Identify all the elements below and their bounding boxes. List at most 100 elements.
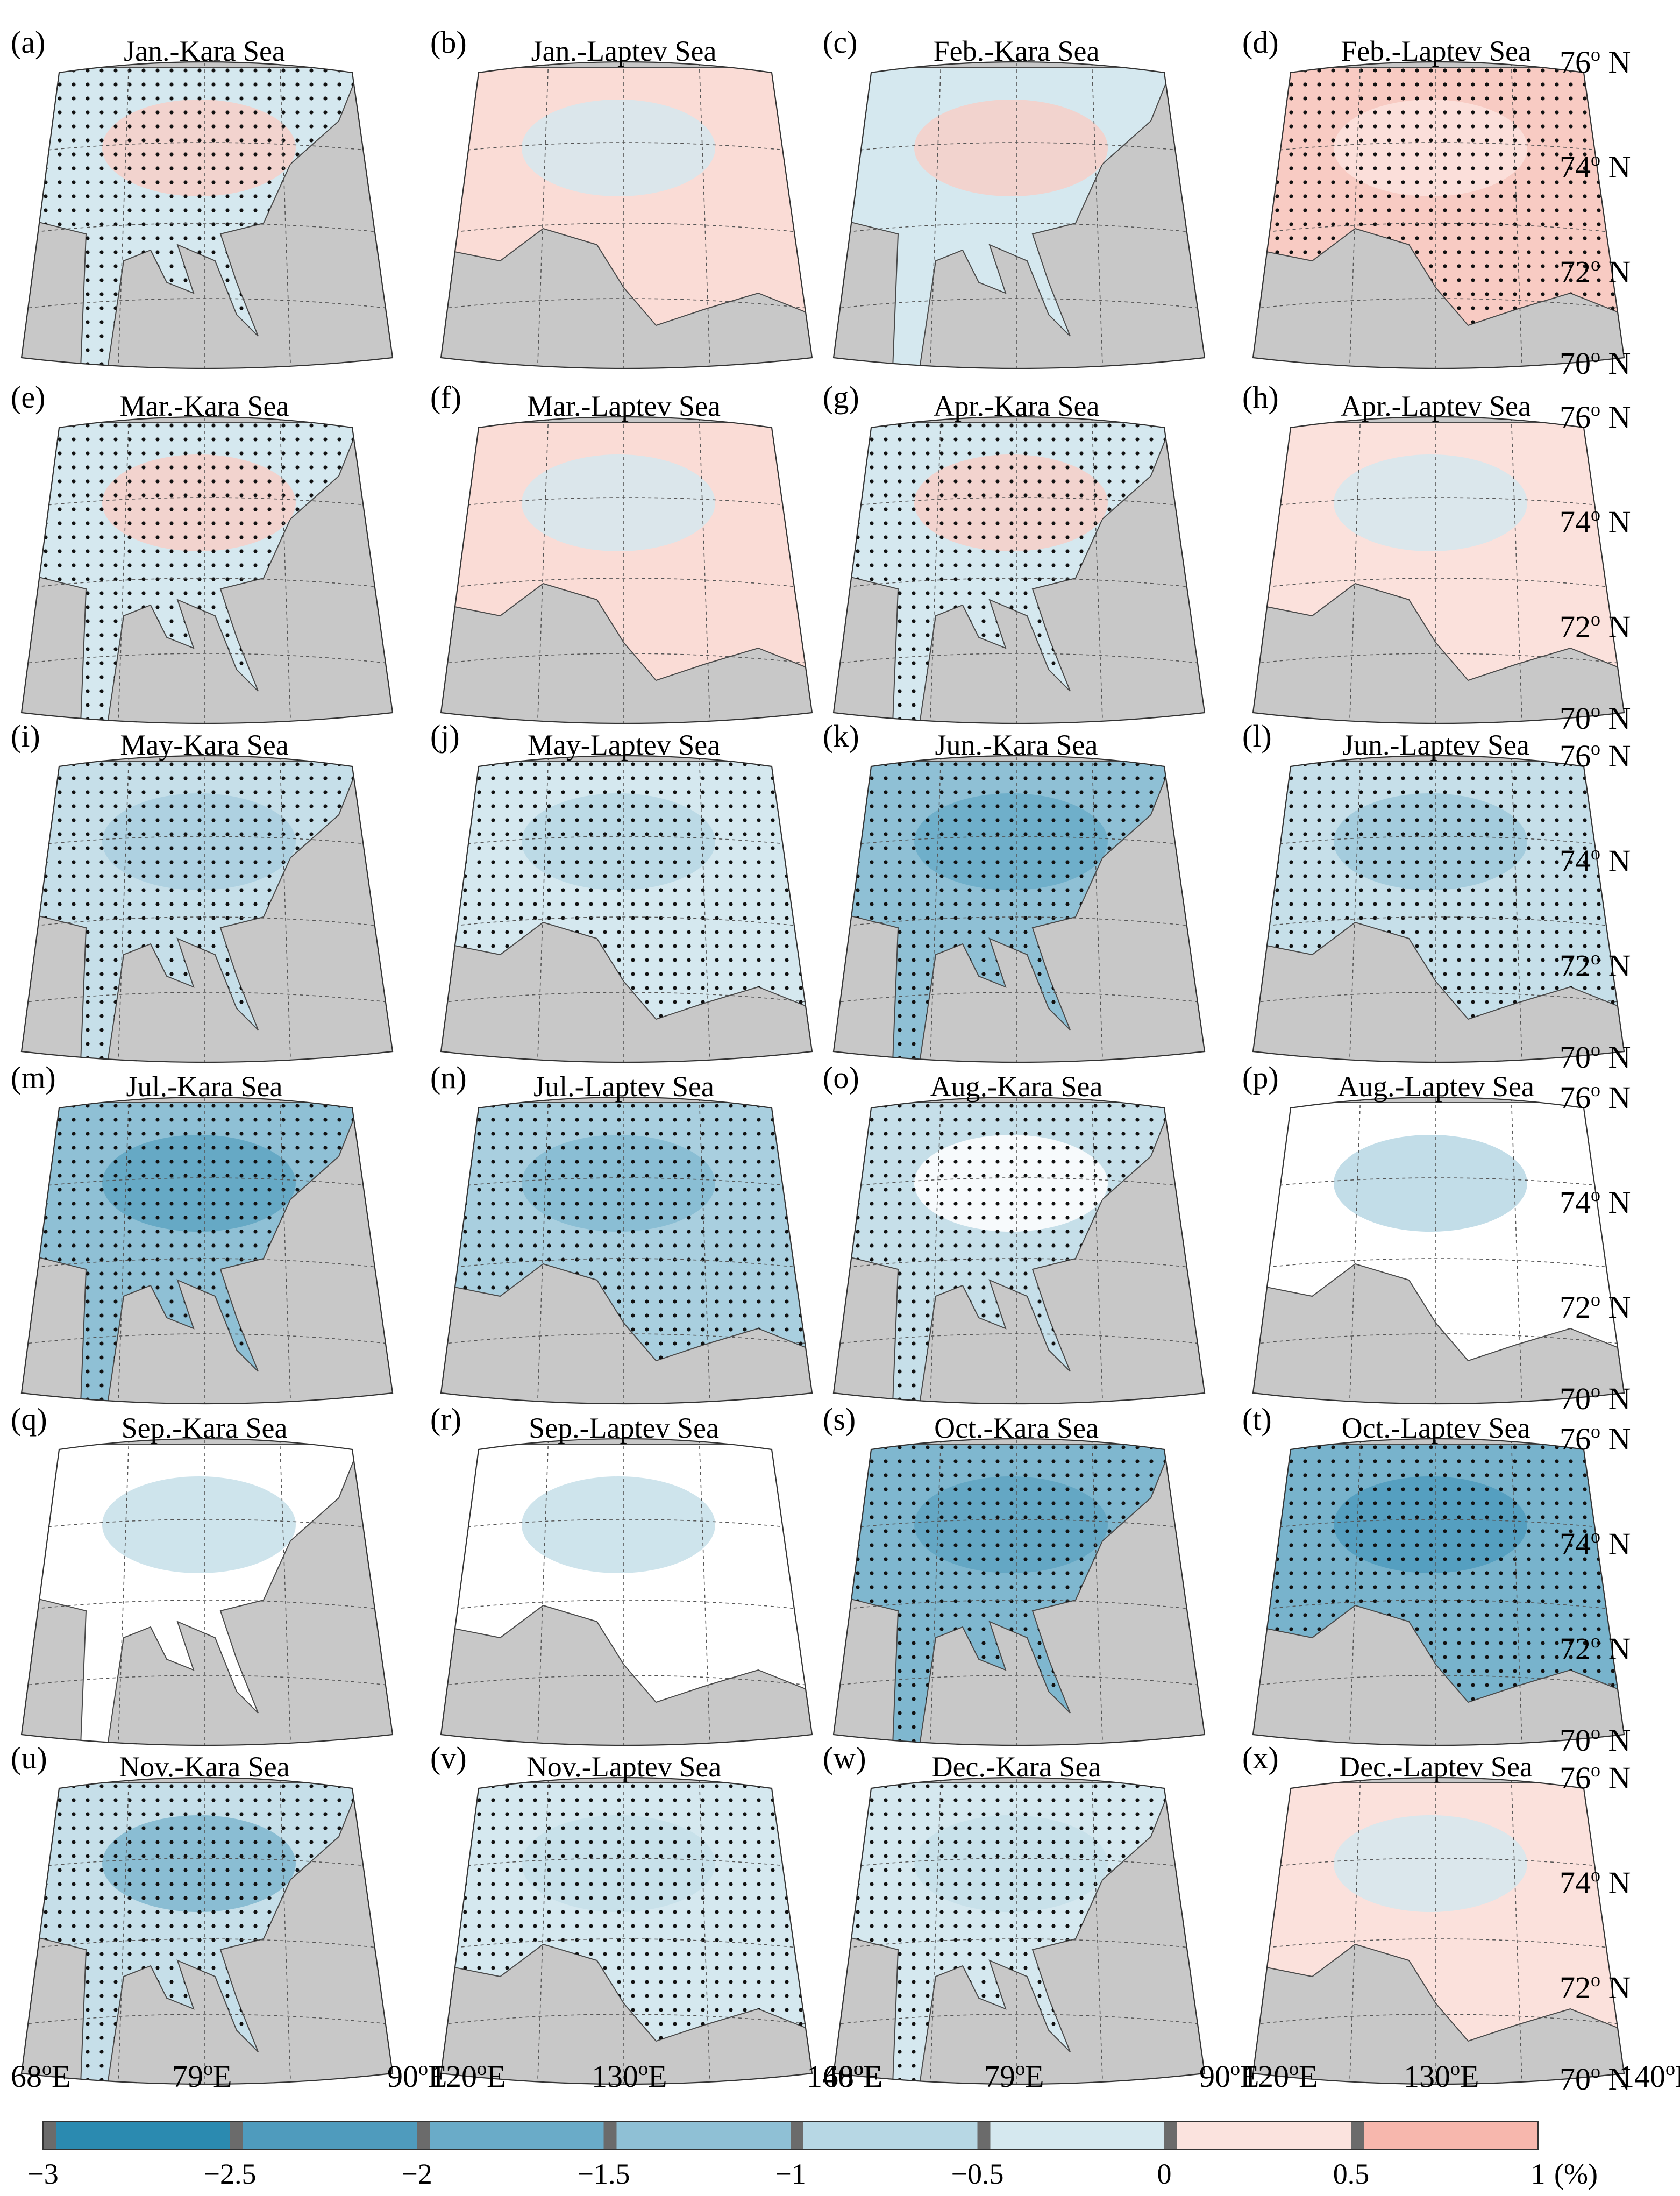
latitude-gridline <box>22 1258 393 1270</box>
map-panel: (u) Nov.-Kara Sea <box>11 1740 394 2085</box>
longitude-label: 79oE <box>172 2058 232 2094</box>
latitude-gridline <box>834 1858 1205 1870</box>
latitude-gridline <box>22 1333 393 1345</box>
panel-title: Sep.-Laptev Sea <box>529 1412 719 1444</box>
panel-title: May-Kara Sea <box>120 729 288 761</box>
colorbar-tick-label: −2.5 <box>204 2158 257 2190</box>
latitude-gridline <box>441 1519 812 1531</box>
latitude-label: 76o N <box>1560 1420 1631 1456</box>
anomaly-patch <box>522 454 715 551</box>
panel-label: (d) <box>1242 25 1279 60</box>
colorbar-segment <box>791 2122 978 2150</box>
anomaly-patch <box>1334 1815 1527 1912</box>
colorbar-tick-label: 0 <box>1157 2158 1172 2190</box>
longitude-gridline <box>929 1097 942 1404</box>
latitude-gridline <box>834 1675 1205 1687</box>
map-frame <box>20 1096 394 1405</box>
longitude-gridline <box>537 756 549 1062</box>
map-panel: (d) Feb.-Laptev Sea <box>1242 25 1625 369</box>
latitude-gridline <box>441 1258 812 1270</box>
significance-stipple <box>22 1103 360 1404</box>
longitude-gridline <box>929 756 942 1062</box>
panel-label: (s) <box>823 1402 856 1437</box>
panel-label: (x) <box>1242 1740 1279 1775</box>
anomaly-patch <box>522 100 715 196</box>
longitude-gridline <box>1511 417 1523 723</box>
panel-label: (b) <box>430 25 467 60</box>
panel-title: Aug.-Laptev Sea <box>1337 1070 1534 1103</box>
longitude-gridline <box>1091 1439 1104 1745</box>
latitude-gridline <box>441 497 812 509</box>
map-frame <box>832 1096 1206 1405</box>
panel-label: (m) <box>11 1060 56 1095</box>
map-panel: (r) Sep.-Laptev Sea <box>430 1402 813 1746</box>
latitude-gridline <box>22 2014 393 2026</box>
longitude-gridline <box>117 1097 130 1404</box>
significance-stipple <box>22 422 360 723</box>
colorbar-tick-label: −1.5 <box>578 2158 630 2190</box>
panel-title: Mar.-Kara Sea <box>120 390 289 422</box>
map-frame <box>20 61 394 369</box>
colorbar-segment <box>1351 2122 1538 2150</box>
longitude-gridline <box>1091 756 1104 1062</box>
latitude-gridline <box>1253 916 1624 928</box>
panel-title: Nov.-Kara Sea <box>119 1751 289 1783</box>
latitude-gridline <box>22 1600 393 1611</box>
longitude-label: 140oE <box>1619 2058 1680 2094</box>
colorbar-tick-label: −2 <box>401 2158 432 2190</box>
latitude-gridline <box>834 497 1205 509</box>
longitude-gridline <box>1511 1778 1523 2084</box>
latitude-gridline <box>1253 298 1624 310</box>
longitude-gridline <box>1511 1097 1523 1404</box>
latitude-gridline <box>22 1938 393 1950</box>
longitude-gridline <box>537 1097 549 1404</box>
longitude-gridline <box>929 1778 942 2084</box>
map-frame <box>832 1776 1206 2085</box>
longitude-gridline <box>117 756 130 1062</box>
latitude-gridline <box>834 142 1205 154</box>
longitude-gridline <box>1349 62 1361 368</box>
map-frame <box>440 416 813 724</box>
longitude-label: 120oE <box>1242 2058 1318 2094</box>
longitude-label: 79oE <box>984 2058 1044 2094</box>
panel-label: (e) <box>11 380 45 415</box>
map-frame <box>440 1776 813 2085</box>
longitude-gridline <box>537 1778 549 2084</box>
latitude-label: 70o N <box>1560 1380 1631 1416</box>
panel-label: (t) <box>1242 1402 1272 1437</box>
latitude-gridline <box>22 916 393 928</box>
latitude-gridline <box>441 1177 812 1189</box>
latitude-label: 76o N <box>1560 737 1631 773</box>
latitude-gridline <box>834 836 1205 848</box>
latitude-gridline <box>1253 223 1624 234</box>
longitude-gridline <box>279 417 291 723</box>
longitude-gridline <box>1091 1097 1104 1404</box>
latitude-label: 72o N <box>1560 947 1631 983</box>
colorbar-segment <box>230 2122 417 2150</box>
panel-title: Jun.-Laptev Sea <box>1342 729 1529 761</box>
significance-stipple <box>446 1103 812 1361</box>
latitude-gridline <box>441 653 812 665</box>
latitude-label: 70o N <box>1560 2060 1631 2096</box>
map-frame <box>440 755 813 1063</box>
latitude-gridline <box>441 1333 812 1345</box>
latitude-gridline <box>441 836 812 848</box>
significance-stipple <box>22 761 360 1062</box>
panel-title: Feb.-Kara Sea <box>934 35 1100 67</box>
colorbar-separator <box>603 2122 617 2150</box>
significance-stipple <box>446 761 812 1019</box>
latitude-gridline <box>1253 1938 1624 1950</box>
panel-label: (w) <box>823 1740 866 1775</box>
latitude-gridline <box>834 223 1205 234</box>
panel-title: Dec.-Laptev Sea <box>1339 1751 1533 1783</box>
latitude-gridline <box>834 916 1205 928</box>
latitude-gridline <box>22 142 393 154</box>
map-frame <box>1252 416 1625 724</box>
longitude-gridline <box>537 1439 549 1745</box>
panel-title: Jan.-Laptev Sea <box>531 35 717 67</box>
map-frame <box>440 1096 813 1405</box>
significance-stipple <box>834 1103 1172 1404</box>
latitude-gridline <box>22 1675 393 1687</box>
latitude-gridline <box>834 298 1205 310</box>
latitude-label: 70o N <box>1560 1039 1631 1075</box>
